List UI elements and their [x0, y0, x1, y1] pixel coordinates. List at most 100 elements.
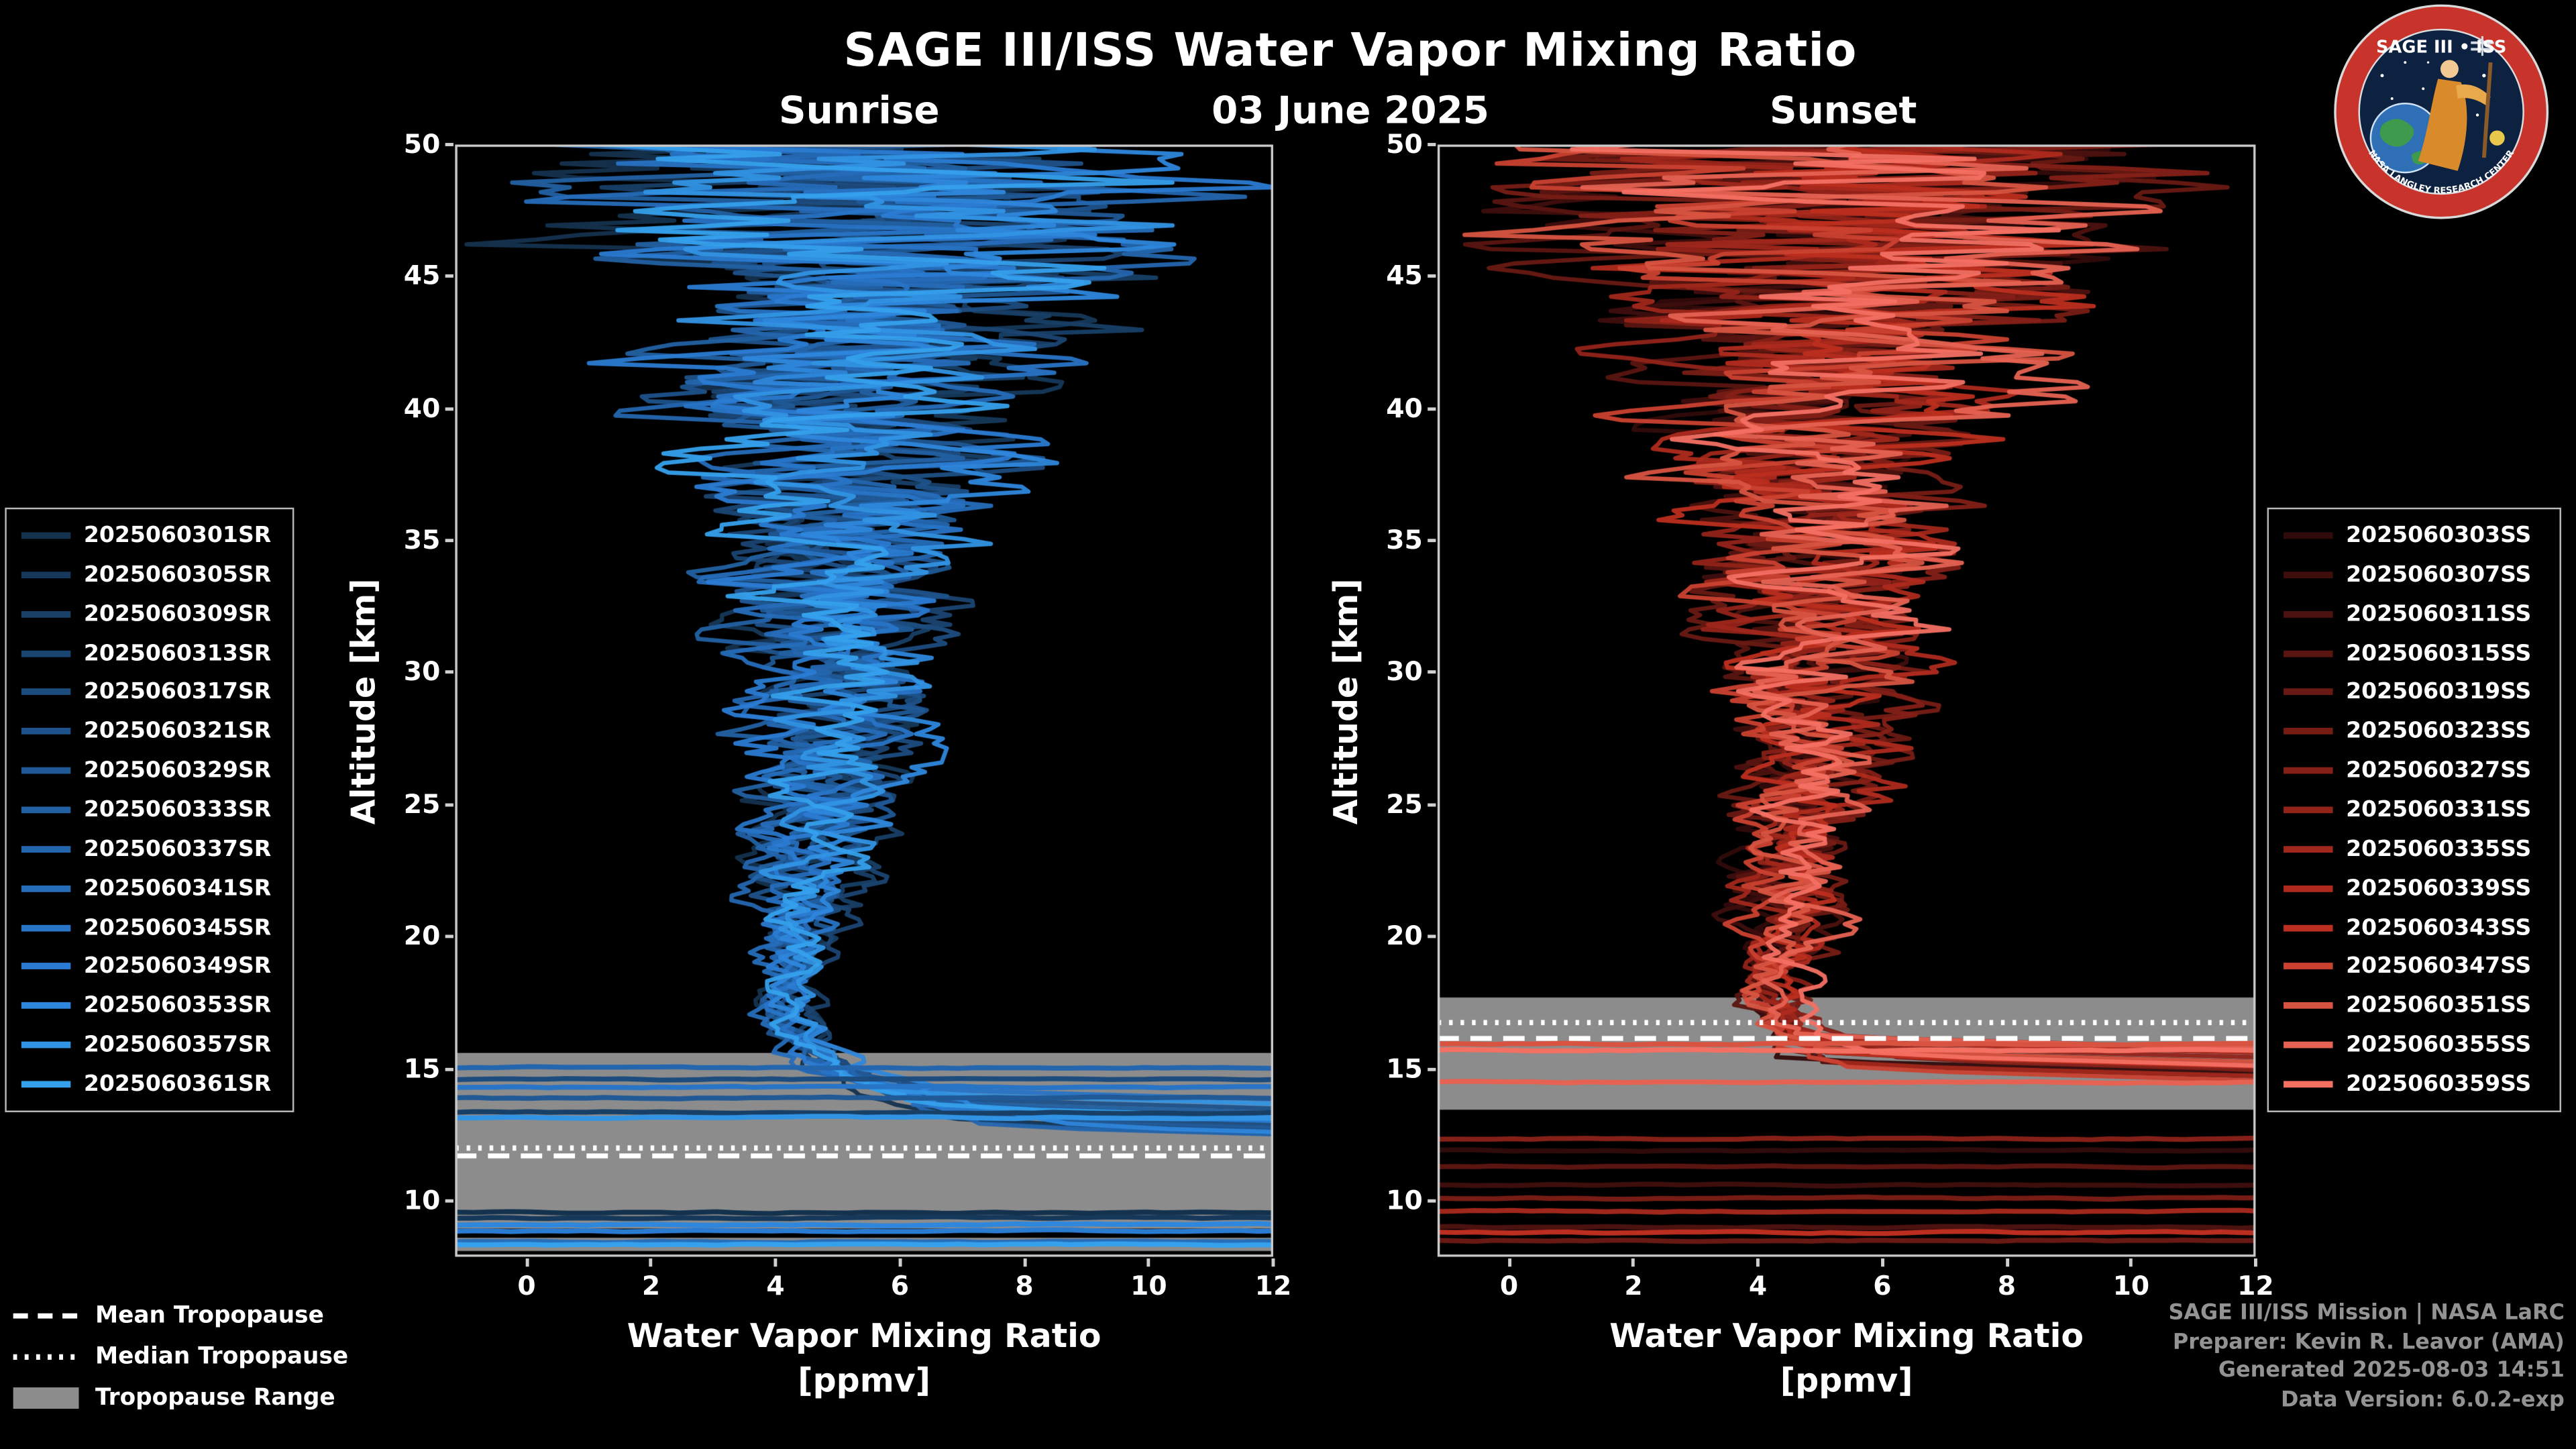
x-tick-mark [525, 1258, 529, 1267]
series-label: 2025060357SR [83, 1032, 272, 1059]
x-tick-mark [1756, 1258, 1760, 1267]
legend-item: 2025060327SS [2284, 753, 2559, 789]
series-label: 2025060355SS [2346, 1032, 2532, 1059]
x-tick-mark [773, 1258, 777, 1267]
series-color-swatch [21, 532, 71, 539]
series-label: 2025060317SR [83, 679, 272, 706]
y-tick-mark [1428, 803, 1436, 807]
series-label: 2025060305SR [83, 561, 272, 588]
attribution-block: SAGE III/ISS Mission | NASA LaRC Prepare… [2168, 1299, 2564, 1414]
series-color-swatch [21, 963, 71, 970]
series-color-swatch [21, 571, 71, 578]
mean-tropopause-legend-item: Mean Tropopause [13, 1295, 441, 1336]
series-color-swatch [21, 728, 71, 735]
series-color-swatch [2284, 728, 2333, 735]
series-label: 2025060339SS [2346, 875, 2532, 902]
series-label: 2025060351SS [2346, 992, 2532, 1019]
sage-figure-icon [2418, 60, 2493, 171]
patch-title-text: SAGE III • ISS [2376, 37, 2506, 57]
x-tick-mark [898, 1258, 902, 1267]
panel-title-sunset: Sunset [1770, 90, 1917, 133]
legend-item: 2025060351SS [2284, 987, 2559, 1024]
y-tick-label: 10 [1386, 1184, 1423, 1216]
y-tick-mark [445, 671, 453, 675]
y-tick-mark [445, 803, 453, 807]
series-label: 2025060337SR [83, 836, 272, 863]
moon-icon [2489, 130, 2505, 146]
x-tick-mark [1631, 1258, 1635, 1267]
legend-item: 2025060359SS [2284, 1066, 2559, 1102]
legend-item: 2025060341SR [21, 870, 292, 906]
series-color-swatch [21, 610, 71, 617]
series-color-swatch [21, 845, 71, 853]
x-tick-label: 2 [641, 1270, 661, 1301]
series-color-swatch [21, 1002, 71, 1010]
legend-item: 2025060309SR [21, 596, 292, 632]
y-tick-label: 30 [1386, 656, 1423, 688]
legend-item: 2025060311SS [2284, 596, 2559, 632]
x-axis-label-line1: Water Vapor Mixing Ratio [1609, 1316, 2084, 1356]
x-tick-mark [1147, 1258, 1150, 1267]
dashed-line-swatch [13, 1312, 79, 1318]
series-color-swatch [2284, 924, 2333, 931]
attribution-generated: Generated 2025-08-03 14:51 [2218, 1358, 2565, 1384]
series-color-swatch [2284, 806, 2333, 814]
sunrise-plot-canvas [455, 144, 1273, 1257]
y-tick-label: 10 [403, 1184, 441, 1216]
x-tick-label: 12 [2237, 1270, 2274, 1301]
y-tick-label: 20 [403, 920, 441, 952]
y-tick-mark [1428, 407, 1436, 411]
series-label: 2025060335SS [2346, 836, 2532, 863]
legend-item: 2025060321SR [21, 713, 292, 749]
series-label: 2025060331SS [2346, 796, 2532, 823]
y-tick-label: 15 [403, 1052, 441, 1084]
series-color-swatch [21, 1081, 71, 1088]
x-tick-label: 10 [2112, 1270, 2150, 1301]
x-tick-mark [1271, 1258, 1275, 1267]
iss-icon [2471, 36, 2494, 56]
y-tick-label: 45 [403, 260, 441, 292]
legend-item: 2025060339SS [2284, 870, 2559, 906]
series-label: 2025060307SS [2346, 561, 2532, 588]
series-label: 2025060323SS [2346, 718, 2532, 745]
x-axis-label-sunset: Water Vapor Mixing Ratio [ppmv] [1501, 1314, 2192, 1403]
series-color-swatch [2284, 532, 2333, 539]
attribution-data-version: Data Version: 6.0.2-exp [2280, 1387, 2565, 1412]
series-color-swatch [21, 1041, 71, 1049]
x-tick-mark [1022, 1258, 1026, 1267]
series-label: 2025060321SR [83, 718, 272, 745]
y-tick-label: 15 [1386, 1052, 1423, 1084]
legend-item: 2025060331SS [2284, 792, 2559, 828]
y-tick-label: 35 [1386, 524, 1423, 555]
series-label: 2025060359SS [2346, 1071, 2532, 1097]
legend-item: 2025060313SR [21, 635, 292, 672]
series-color-swatch [2284, 571, 2333, 578]
median-tropopause-legend-item: Median Tropopause [13, 1336, 441, 1377]
sunset-plot-canvas [1437, 144, 2256, 1257]
x-tick-label: 6 [890, 1270, 910, 1301]
sunrise-series-legend: 2025060301SR 2025060305SR 2025060309SR 2025… [5, 507, 294, 1112]
legend-item: 2025060307SS [2284, 557, 2559, 593]
x-tick-mark [1507, 1258, 1511, 1267]
series-color-swatch [2284, 1041, 2333, 1049]
legend-item: 2025060323SS [2284, 713, 2559, 749]
legend-item: 2025060319SS [2284, 674, 2559, 710]
y-tick-label: 35 [403, 524, 441, 555]
series-label: 2025060349SR [83, 953, 272, 980]
legend-item: 2025060335SS [2284, 831, 2559, 867]
series-color-swatch [21, 806, 71, 814]
y-tick-mark [1428, 1067, 1436, 1071]
series-color-swatch [2284, 767, 2333, 774]
series-label: 2025060315SS [2346, 639, 2532, 667]
series-color-swatch [21, 767, 71, 774]
x-axis-label-sunrise: Water Vapor Mixing Ratio [ppmv] [519, 1314, 1210, 1403]
series-color-swatch [21, 924, 71, 931]
x-axis-label-line2: [ppmv] [1780, 1360, 1913, 1400]
series-color-swatch [2284, 1081, 2333, 1088]
series-color-swatch [21, 649, 71, 657]
series-label: 2025060313SR [83, 639, 272, 667]
x-tick-label: 0 [1499, 1270, 1519, 1301]
y-tick-mark [445, 1199, 453, 1203]
y-tick-label: 50 [403, 128, 441, 160]
